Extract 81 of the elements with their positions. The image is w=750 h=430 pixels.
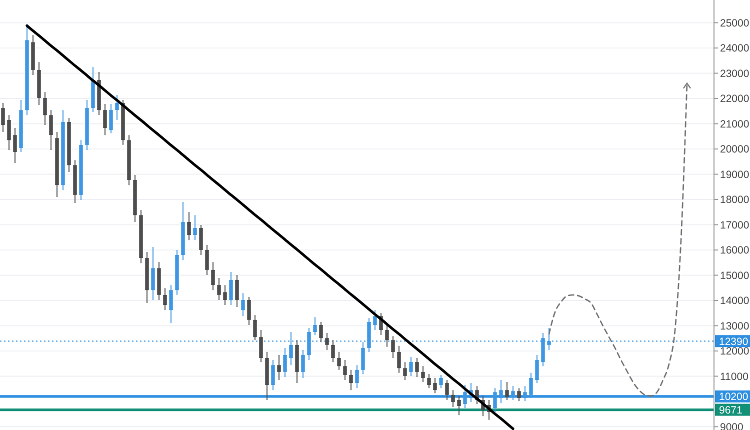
candlestick xyxy=(313,316,317,336)
line-series xyxy=(26,24,514,430)
candlestick xyxy=(169,284,173,324)
candlestick xyxy=(535,354,539,384)
candlestick xyxy=(445,380,449,400)
candlestick xyxy=(109,104,113,134)
candlestick xyxy=(517,388,521,402)
candlestick xyxy=(241,292,245,317)
candlestick xyxy=(337,351,341,370)
candlestick xyxy=(289,332,293,366)
ref-line-label: 10200 xyxy=(719,391,748,404)
candlestick xyxy=(529,372,533,398)
candlestick xyxy=(403,362,407,381)
y-tick-label: 19000 xyxy=(720,168,750,181)
candlestick xyxy=(415,358,419,378)
candlestick xyxy=(505,382,509,400)
y-tick-label: 25000 xyxy=(720,17,750,30)
candlestick xyxy=(151,246,155,300)
candlestick xyxy=(349,369,353,391)
candlestick xyxy=(199,224,203,256)
candlestick xyxy=(511,386,515,400)
y-tick-label: 20000 xyxy=(720,144,750,156)
candlestick xyxy=(499,380,503,404)
y-tick-label: 11000 xyxy=(720,370,749,383)
y-tick-label: 14000 xyxy=(720,295,750,308)
candlestick xyxy=(319,321,323,343)
candlestick xyxy=(205,244,209,276)
y-tick-label: 12000 xyxy=(720,346,750,358)
candlestick xyxy=(211,262,215,291)
candlestick xyxy=(523,386,527,402)
candlestick xyxy=(331,340,335,363)
y-tick-label: 22000 xyxy=(720,93,750,106)
candlestick xyxy=(187,212,191,241)
candlestick xyxy=(271,360,275,391)
candlestick xyxy=(247,296,251,326)
candlestick xyxy=(301,349,305,378)
candlestick xyxy=(223,284,227,306)
candlestick xyxy=(457,395,461,416)
candlestick xyxy=(13,128,17,164)
candlestick xyxy=(115,94,119,120)
y-tick-label: 15000 xyxy=(720,270,750,282)
candlestick xyxy=(439,374,443,389)
candlestick xyxy=(421,366,425,383)
candlestick xyxy=(283,347,287,378)
candlestick xyxy=(355,364,359,389)
y-tick-label: 13000 xyxy=(720,320,750,332)
candlestick xyxy=(7,114,11,150)
candlestick xyxy=(541,332,545,367)
y-tick-label: 18000 xyxy=(720,194,750,206)
candlestick xyxy=(391,336,395,359)
candlestick xyxy=(433,377,437,394)
candlestick xyxy=(307,327,311,361)
candlestick xyxy=(43,92,47,126)
candlestick xyxy=(277,354,281,381)
y-tick-label: 24000 xyxy=(720,42,750,55)
ref-line-label: 9671 xyxy=(719,404,743,416)
candlestick xyxy=(163,288,167,311)
y-tick-label: 16000 xyxy=(720,244,750,257)
candlestick xyxy=(343,360,347,381)
y-tick-label: 21000 xyxy=(720,118,750,130)
candlestick xyxy=(193,214,197,241)
candlestick xyxy=(451,390,455,408)
candlestick xyxy=(427,373,431,389)
candlestick xyxy=(373,310,377,331)
candlestick xyxy=(463,384,467,409)
candlestick xyxy=(217,278,221,300)
candlestick xyxy=(493,388,497,413)
candlestick xyxy=(49,110,53,150)
candlestick xyxy=(259,330,263,363)
candlestick xyxy=(325,332,329,350)
candlestick xyxy=(103,104,107,136)
candlestick xyxy=(1,102,5,133)
candlestick xyxy=(229,271,233,306)
candlestick xyxy=(397,345,401,374)
y-tick-label: 17000 xyxy=(720,219,750,232)
y-tick-label: 23000 xyxy=(720,68,750,80)
candlestick xyxy=(409,356,413,376)
candlestick xyxy=(235,274,239,308)
candlestick xyxy=(253,314,257,341)
candlestick xyxy=(361,342,365,374)
ref-line-label: 12390 xyxy=(719,336,748,348)
